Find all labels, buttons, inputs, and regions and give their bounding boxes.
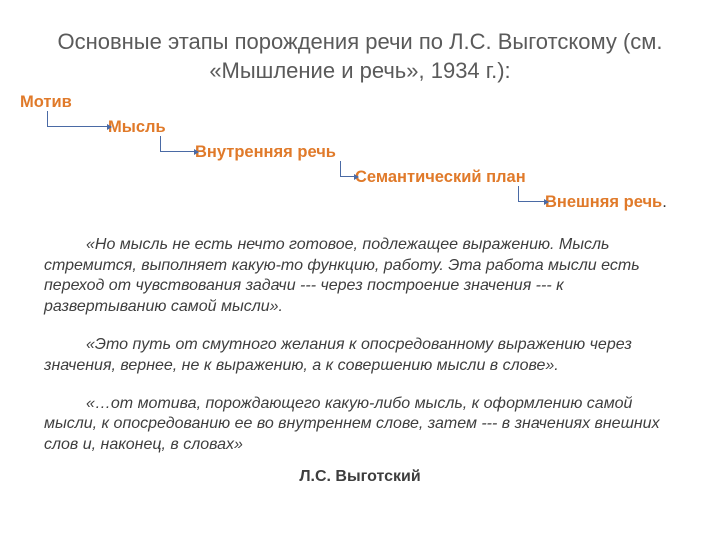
stage-inner-speech: Внутренняя речь	[195, 143, 336, 162]
arrow-icon	[518, 186, 544, 202]
quote-paragraph: «Это путь от смутного желания к опосредо…	[44, 335, 676, 376]
cascade-diagram: Мотив Мысль Внутренняя речь Семантически…	[20, 93, 682, 221]
slide-title: Основные этапы порождения речи по Л.С. В…	[38, 28, 682, 85]
stage-semantic-plan: Семантический план	[355, 168, 526, 187]
final-dot: .	[662, 193, 667, 211]
arrow-icon	[160, 136, 194, 152]
stage-motive: Мотив	[20, 93, 72, 112]
stage-outer-speech: Внешняя речь.	[545, 193, 667, 212]
quote-paragraph: «…от мотива, порождающего какую-либо мыс…	[44, 394, 676, 455]
arrow-icon	[340, 161, 354, 177]
slide: Основные этапы порождения речи по Л.С. В…	[0, 0, 720, 540]
stage-outer-speech-label: Внешняя речь	[545, 193, 662, 211]
arrow-icon	[47, 111, 107, 127]
quote-author: Л.С. Выготский	[44, 467, 676, 487]
stage-thought: Мысль	[108, 118, 166, 137]
quotes-block: «Но мысль не есть нечто готовое, подлежа…	[44, 235, 676, 488]
quote-paragraph: «Но мысль не есть нечто готовое, подлежа…	[44, 235, 676, 317]
